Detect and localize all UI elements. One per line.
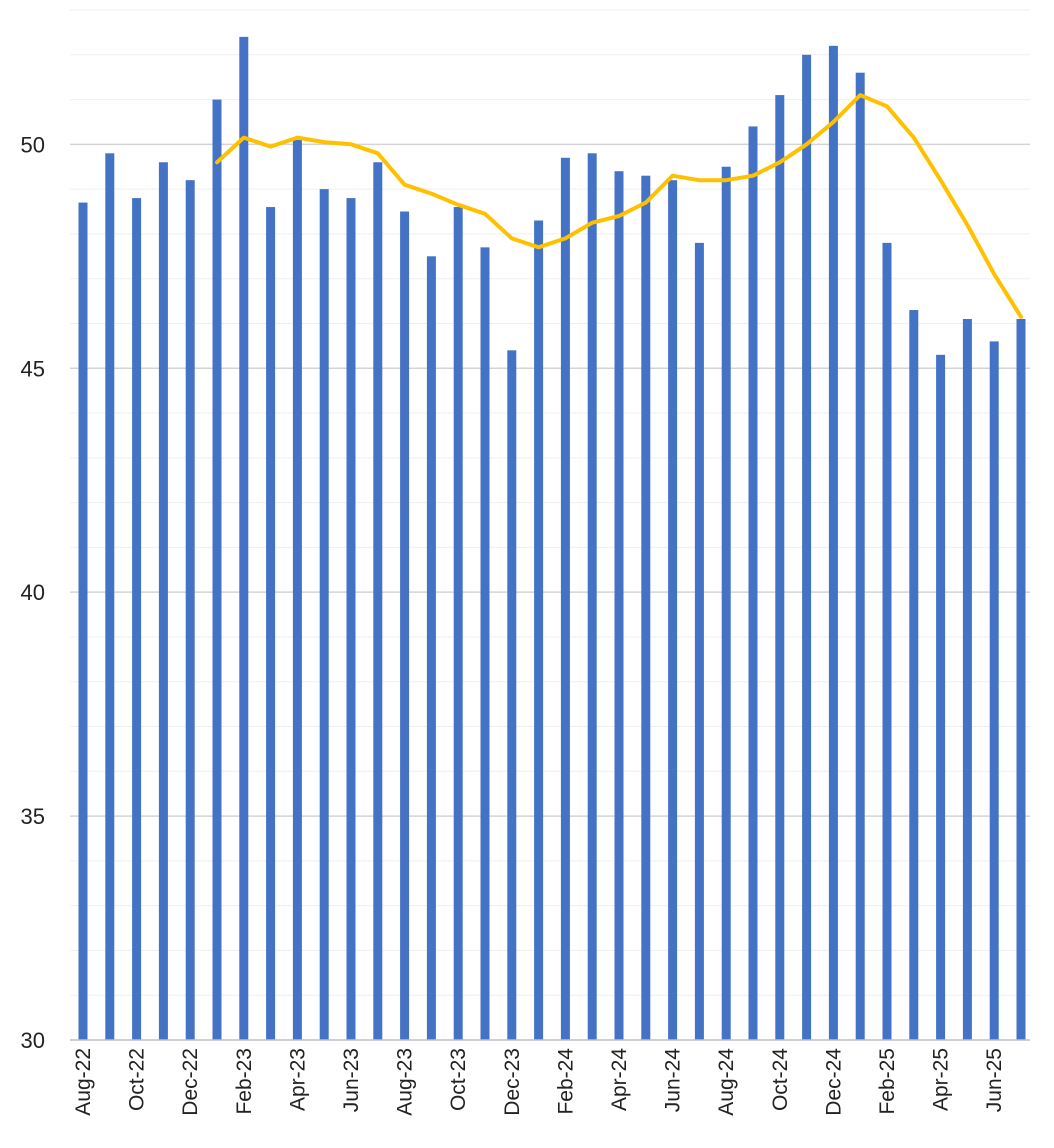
y-tick-label: 45 [21,356,45,381]
x-tick-label: Aug-22 [72,1048,95,1116]
x-tick-label: Aug-24 [715,1048,738,1116]
bar-Aug-22 [78,202,88,1041]
bar-Oct-24 [775,95,785,1040]
bar-Oct-23 [453,207,463,1041]
x-tick-label: Feb-25 [876,1048,899,1115]
bar-Jun-24 [668,180,678,1040]
line-series-path [215,93,1023,319]
bar-series [70,36,1030,1041]
x-tick-label: Oct-22 [126,1048,149,1111]
bar-Sep-24 [748,126,758,1040]
bar-Apr-23 [292,139,302,1040]
moving-average-series [215,93,1023,319]
bar-May-25 [962,319,972,1040]
x-tick-label: Feb-24 [554,1048,577,1115]
bar-Jul-25 [1016,319,1026,1040]
bar-Jul-24 [694,242,704,1040]
y-tick-label: 50 [21,132,45,157]
bar-Jun-23 [346,198,356,1040]
x-tick-label: Aug-23 [394,1048,417,1116]
bar-Nov-23 [480,247,490,1040]
bar-Apr-25 [936,354,946,1041]
bar-Nov-24 [802,54,812,1041]
bar-Dec-23 [507,350,517,1040]
y-tick-label: 40 [21,580,45,605]
bar-Nov-22 [158,162,168,1040]
bar-Jan-24 [534,220,544,1040]
x-axis-ticks: Aug-22 Oct-22 Dec-22 Feb-23 Apr-23 Jun-23 Aug-… [72,1048,1006,1116]
x-tick-label: Oct-24 [769,1048,792,1111]
x-tick-label: Apr-23 [286,1048,309,1111]
bar-Jul-23 [373,162,383,1040]
x-tick-label: Jun-25 [983,1048,1006,1112]
bar-Mar-23 [266,207,276,1041]
x-tick-label: Apr-25 [930,1048,953,1111]
x-tick-label: Dec-24 [822,1048,845,1116]
x-tick-label: Oct-23 [447,1048,470,1111]
x-tick-label: Dec-22 [179,1048,202,1116]
bar-Jan-25 [855,72,865,1040]
bar-Mar-24 [587,153,597,1041]
bar-Feb-24 [560,157,570,1041]
x-tick-label: Dec-23 [501,1048,524,1116]
x-tick-label: Jun-23 [340,1048,363,1112]
bar-Dec-22 [185,180,195,1040]
bar-Apr-24 [614,171,624,1040]
bar-Sep-23 [426,256,436,1041]
bar-Aug-23 [400,211,410,1041]
bar-Mar-25 [909,310,919,1041]
x-tick-label: Apr-24 [608,1048,631,1111]
bar-Oct-22 [132,198,142,1040]
bar-Sep-22 [105,153,115,1041]
bar-Aug-24 [721,166,731,1040]
bar-Feb-23 [239,36,249,1040]
x-tick-label: Jun-24 [662,1048,685,1113]
y-tick-label: 30 [21,1028,45,1053]
bar-Dec-24 [828,45,838,1040]
bar-Jan-23 [212,99,222,1041]
bar-Feb-25 [882,242,892,1040]
grid-lines [70,9,1030,996]
y-axis-ticks: 30 35 40 45 50 [21,132,45,1053]
bar-May-23 [319,189,329,1040]
bar-Jun-25 [989,341,999,1040]
x-tick-label: Feb-23 [233,1048,256,1115]
bar-May-24 [641,175,651,1040]
y-tick-label: 35 [21,804,45,829]
